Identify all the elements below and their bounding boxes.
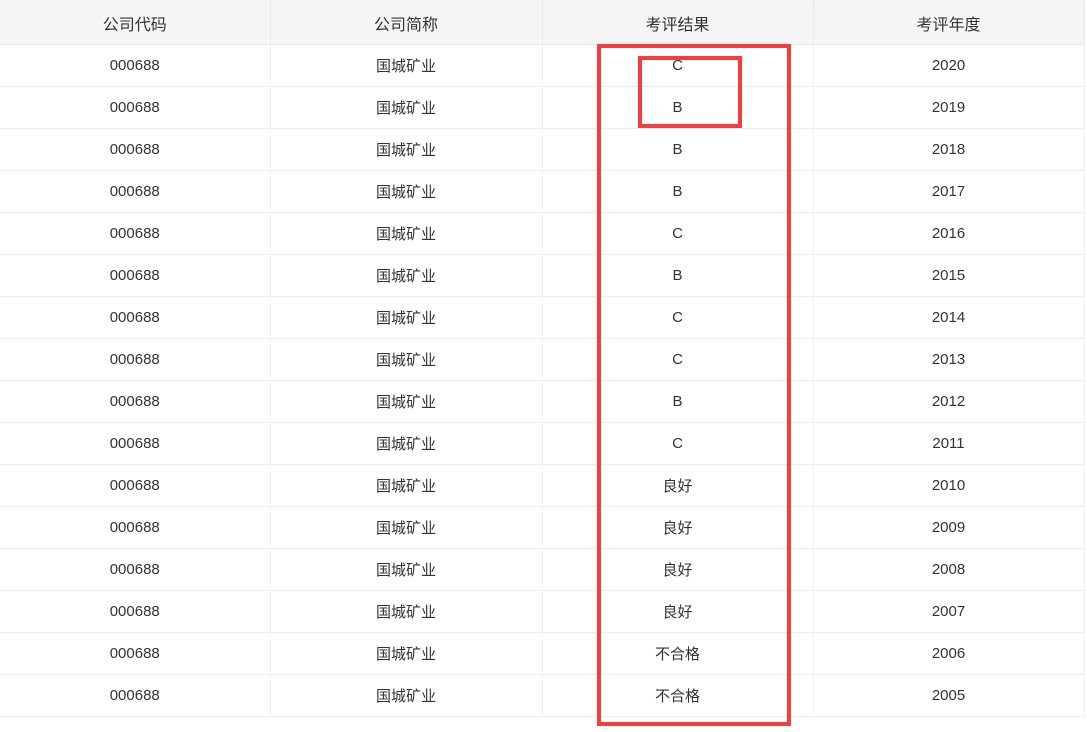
cell-company-code: 000688 [0,380,271,423]
cell-company-name: 国城矿业 [270,590,543,633]
table-row: 000688 国城矿业 B 2015 [0,254,1085,297]
table-row: 000688 国城矿业 C 2014 [0,296,1085,339]
cell-eval-year: 2011 [813,422,1085,465]
table-row: 000688 国城矿业 良好 2010 [0,464,1085,507]
cell-company-name: 国城矿业 [270,674,543,717]
cell-company-code: 000688 [0,464,271,507]
cell-eval-year: 2015 [813,254,1085,297]
cell-eval-result: C [542,44,814,87]
cell-company-code: 000688 [0,674,271,717]
cell-eval-result: B [542,170,814,213]
cell-eval-result: B [542,380,814,423]
table-row: 000688 国城矿业 C 2013 [0,338,1085,381]
cell-company-code: 000688 [0,86,271,129]
cell-company-name: 国城矿业 [270,338,543,381]
cell-eval-result: 良好 [542,506,814,549]
cell-company-name: 国城矿业 [270,548,543,591]
cell-eval-year: 2012 [813,380,1085,423]
table-row: 000688 国城矿业 C 2011 [0,422,1085,465]
cell-company-code: 000688 [0,590,271,633]
cell-eval-result: 不合格 [542,632,814,675]
cell-eval-result: C [542,212,814,255]
table-row: 000688 国城矿业 良好 2008 [0,548,1085,591]
table-row: 000688 国城矿业 不合格 2006 [0,632,1085,675]
cell-company-code: 000688 [0,506,271,549]
cell-eval-year: 2006 [813,632,1085,675]
table-row: 000688 国城矿业 C 2016 [0,212,1085,255]
cell-eval-result: 良好 [542,590,814,633]
cell-eval-result: C [542,422,814,465]
cell-company-name: 国城矿业 [270,380,543,423]
cell-eval-year: 2009 [813,506,1085,549]
cell-company-name: 国城矿业 [270,212,543,255]
cell-eval-result: B [542,86,814,129]
table-row: 000688 国城矿业 不合格 2005 [0,674,1085,717]
table-body: 000688 国城矿业 C 2020 000688 国城矿业 B 2019 00… [0,44,1085,717]
cell-eval-year: 2018 [813,128,1085,171]
table-row: 000688 国城矿业 良好 2007 [0,590,1085,633]
cell-company-code: 000688 [0,548,271,591]
cell-company-name: 国城矿业 [270,464,543,507]
cell-eval-year: 2019 [813,86,1085,129]
cell-eval-year: 2020 [813,44,1085,87]
column-header-company-code: 公司代码 [0,0,271,45]
cell-eval-year: 2013 [813,338,1085,381]
cell-eval-result: C [542,296,814,339]
cell-eval-result: B [542,128,814,171]
table-header-row: 公司代码 公司简称 考评结果 考评年度 [0,0,1085,45]
table-row: 000688 国城矿业 B 2018 [0,128,1085,171]
cell-company-name: 国城矿业 [270,632,543,675]
cell-company-code: 000688 [0,422,271,465]
table-row: 000688 国城矿业 良好 2009 [0,506,1085,549]
cell-company-code: 000688 [0,212,271,255]
cell-eval-result: C [542,338,814,381]
cell-eval-year: 2007 [813,590,1085,633]
cell-eval-year: 2008 [813,548,1085,591]
column-header-eval-result: 考评结果 [542,0,814,45]
column-header-company-name: 公司简称 [270,0,543,45]
cell-eval-result: 良好 [542,464,814,507]
cell-company-code: 000688 [0,44,271,87]
column-header-eval-year: 考评年度 [813,0,1085,45]
table-row: 000688 国城矿业 B 2019 [0,86,1085,129]
cell-eval-year: 2014 [813,296,1085,339]
cell-company-code: 000688 [0,128,271,171]
cell-company-code: 000688 [0,254,271,297]
cell-eval-year: 2010 [813,464,1085,507]
cell-company-name: 国城矿业 [270,506,543,549]
cell-company-code: 000688 [0,632,271,675]
cell-eval-year: 2005 [813,674,1085,717]
table-row: 000688 国城矿业 B 2012 [0,380,1085,423]
cell-eval-result: 不合格 [542,674,814,717]
cell-company-name: 国城矿业 [270,296,543,339]
table-row: 000688 国城矿业 C 2020 [0,44,1085,87]
cell-eval-result: B [542,254,814,297]
cell-company-code: 000688 [0,296,271,339]
cell-eval-result: 良好 [542,548,814,591]
cell-eval-year: 2017 [813,170,1085,213]
cell-company-name: 国城矿业 [270,170,543,213]
cell-company-name: 国城矿业 [270,44,543,87]
cell-company-name: 国城矿业 [270,422,543,465]
table-row: 000688 国城矿业 B 2017 [0,170,1085,213]
evaluation-results-table: 公司代码 公司简称 考评结果 考评年度 000688 国城矿业 C 2020 0… [0,0,1085,717]
cell-company-name: 国城矿业 [270,254,543,297]
cell-company-code: 000688 [0,170,271,213]
cell-company-name: 国城矿业 [270,128,543,171]
cell-eval-year: 2016 [813,212,1085,255]
cell-company-name: 国城矿业 [270,86,543,129]
cell-company-code: 000688 [0,338,271,381]
